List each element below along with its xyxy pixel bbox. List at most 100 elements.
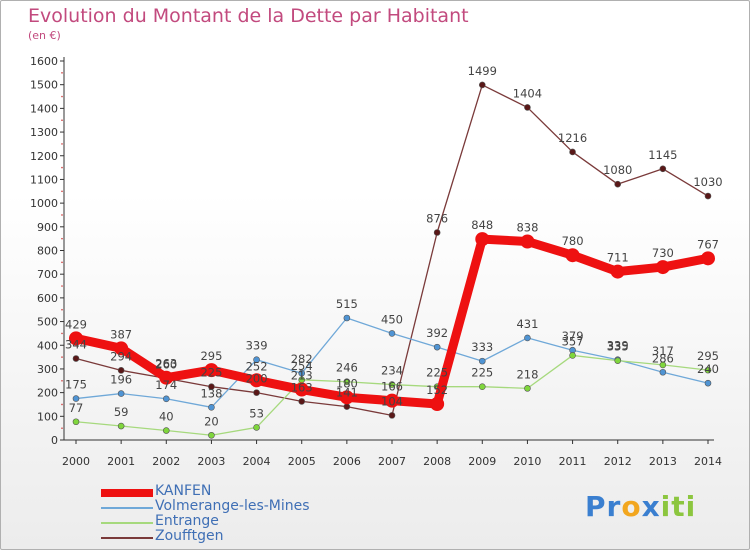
data-point <box>72 355 80 362</box>
data-point <box>343 403 351 410</box>
data-label: 234 <box>381 364 403 378</box>
data-point <box>524 334 531 342</box>
logo-letter: i <box>685 490 697 523</box>
data-label: 77 <box>69 401 84 415</box>
data-label: 295 <box>697 349 719 363</box>
data-point <box>478 357 486 365</box>
x-tick-label: 2009 <box>468 455 496 468</box>
data-point <box>114 341 129 356</box>
data-point <box>433 343 441 351</box>
data-label: 392 <box>426 326 448 340</box>
y-tick-label: 1400 <box>30 102 58 115</box>
data-point <box>659 165 667 173</box>
data-label: 450 <box>381 312 403 326</box>
data-point <box>475 232 490 247</box>
data-point <box>433 229 441 236</box>
legend: KANFEN Volmerange-les-Mines Entrange Zou… <box>101 483 361 545</box>
data-point <box>294 382 309 397</box>
legend-item-zoufftgen: Zoufftgen <box>101 528 361 545</box>
data-label: 218 <box>516 367 538 381</box>
data-point <box>614 180 622 188</box>
x-tick-label: 2013 <box>649 455 677 468</box>
data-label: 282 <box>291 352 313 366</box>
data-label: 20 <box>204 414 219 428</box>
data-label: 848 <box>471 218 493 232</box>
x-tick-label: 2003 <box>197 455 225 468</box>
legend-label: KANFEN <box>155 483 212 499</box>
data-point <box>659 368 667 376</box>
x-tick-label: 2004 <box>243 455 271 468</box>
data-label: 339 <box>246 339 268 353</box>
data-point <box>298 398 306 405</box>
data-label: 213 <box>291 369 313 383</box>
data-label: 163 <box>291 380 313 394</box>
y-minor-tick <box>61 214 63 216</box>
data-label: 174 <box>155 378 177 392</box>
data-point <box>655 260 670 275</box>
data-label: 387 <box>110 327 132 341</box>
x-tick-label: 2011 <box>559 455 587 468</box>
data-point <box>659 361 667 369</box>
y-minor-tick <box>61 261 63 264</box>
data-point <box>388 381 396 388</box>
data-label: 379 <box>562 329 584 343</box>
data-label: 1080 <box>603 163 632 177</box>
y-minor-tick <box>61 95 63 98</box>
data-point <box>298 369 306 377</box>
data-point <box>610 264 625 279</box>
data-label: 286 <box>652 351 674 365</box>
data-point <box>520 234 535 249</box>
data-point <box>339 390 354 405</box>
y-tick-label: 1600 <box>30 55 58 68</box>
data-point <box>569 352 576 359</box>
data-label: 141 <box>336 386 358 400</box>
x-tick-label: 2001 <box>107 455 135 468</box>
data-label: 344 <box>65 338 87 352</box>
legend-swatch <box>101 537 153 539</box>
x-tick-label: 2000 <box>62 455 90 468</box>
y-minor-tick <box>61 143 63 145</box>
y-tick-label: 700 <box>37 268 58 281</box>
data-label: 152 <box>426 383 448 397</box>
data-label: 1030 <box>693 175 722 189</box>
data-label: 876 <box>426 211 448 225</box>
data-label: 333 <box>471 340 493 354</box>
data-label: 240 <box>697 362 719 376</box>
y-tick-label: 1000 <box>30 197 58 210</box>
data-point <box>117 422 125 430</box>
data-label: 53 <box>249 406 264 420</box>
data-point <box>69 331 83 346</box>
data-point <box>343 378 351 386</box>
logo-letter: i <box>660 490 672 523</box>
data-label: 767 <box>697 237 719 251</box>
logo-letter: t <box>671 490 686 523</box>
data-label: 246 <box>336 361 358 375</box>
data-point <box>704 366 712 374</box>
data-label: 711 <box>607 251 629 265</box>
data-label: 104 <box>381 394 403 408</box>
x-tick-label: 2007 <box>378 455 406 468</box>
data-point <box>569 148 576 156</box>
data-point <box>430 396 445 411</box>
data-label: 260 <box>155 357 177 371</box>
x-tick-label: 2010 <box>513 455 541 468</box>
y-tick-label: 600 <box>37 292 58 305</box>
data-point <box>524 385 531 392</box>
data-label: 335 <box>607 340 629 354</box>
y-minor-tick <box>61 119 63 122</box>
data-label: 429 <box>65 317 87 331</box>
data-point <box>343 314 351 322</box>
data-point <box>208 404 215 411</box>
data-label: 252 <box>246 359 268 373</box>
data-label: 138 <box>200 386 222 400</box>
data-point <box>204 363 219 378</box>
data-label: 175 <box>65 378 87 392</box>
legend-label: Zoufftgen <box>155 528 224 544</box>
logo-letter: r <box>606 490 622 523</box>
data-label: 294 <box>110 349 132 363</box>
data-label: 200 <box>246 372 268 386</box>
data-point <box>478 81 486 89</box>
data-point <box>388 330 396 337</box>
y-minor-tick <box>61 166 63 169</box>
